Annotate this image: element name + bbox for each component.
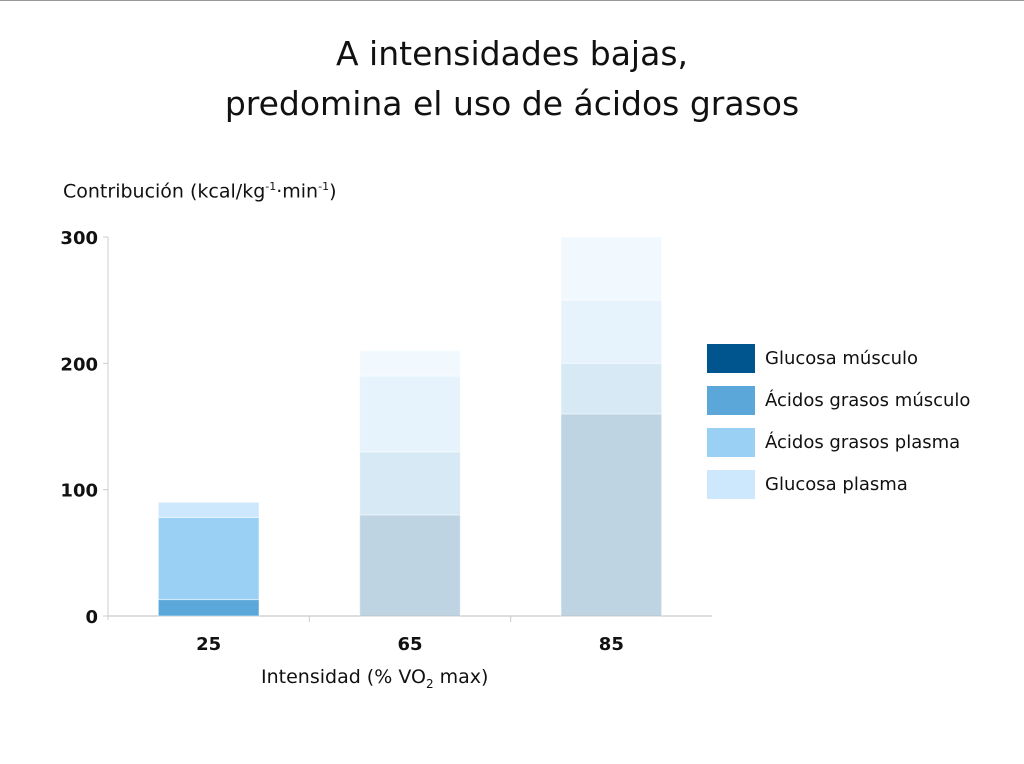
title-line-1: A intensidades bajas, xyxy=(335,34,688,73)
legend-item: Glucosa músculo xyxy=(707,337,970,379)
y-axis-label: Contribución (kcal/kg-1·min-1) xyxy=(63,180,337,203)
legend-item: Ácidos grasos músculo xyxy=(707,379,970,421)
y-tick-label: 200 xyxy=(60,354,98,375)
bar-segment-85-0 xyxy=(560,413,663,617)
y-tick-label: 0 xyxy=(85,607,98,628)
bar-segment-85-3 xyxy=(560,236,663,301)
top-border xyxy=(0,0,1024,1)
x-axis-label: Intensidad (% VO2 max) xyxy=(261,666,489,691)
x-tick-label: 85 xyxy=(599,634,624,655)
legend-swatch xyxy=(707,469,755,499)
legend-swatch xyxy=(707,427,755,457)
legend: Glucosa músculo Ácidos grasos músculo Ácid… xyxy=(707,337,970,505)
legend-label: Ácidos grasos plasma xyxy=(765,431,961,453)
legend-swatch xyxy=(707,385,755,415)
bar-segment-65-0 xyxy=(359,514,461,617)
x-tick-label: 65 xyxy=(397,634,422,655)
legend-item: Glucosa plasma xyxy=(707,463,970,505)
bar-segment-85-1 xyxy=(560,362,663,415)
bar-segment-65-2 xyxy=(359,375,461,453)
x-tick-label: 25 xyxy=(196,634,221,655)
bar-segment-85-2 xyxy=(560,299,663,364)
legend-label: Glucosa plasma xyxy=(765,473,908,495)
y-tick-label: 300 xyxy=(60,228,98,249)
bar-segment-25-2 xyxy=(157,516,260,601)
legend-swatch xyxy=(707,343,755,373)
bar-segment-65-1 xyxy=(359,451,461,516)
bar-segment-25-3 xyxy=(157,501,260,518)
legend-label: Ácidos grasos músculo xyxy=(765,389,971,411)
y-tick-label: 100 xyxy=(60,481,98,502)
legend-label: Glucosa músculo xyxy=(765,347,919,369)
bar-segment-25-1 xyxy=(157,599,260,617)
title-line-2: predomina el uso de ácidos grasos xyxy=(224,84,800,123)
legend-item: Ácidos grasos plasma xyxy=(707,421,970,463)
bar-segment-65-3 xyxy=(359,350,461,377)
